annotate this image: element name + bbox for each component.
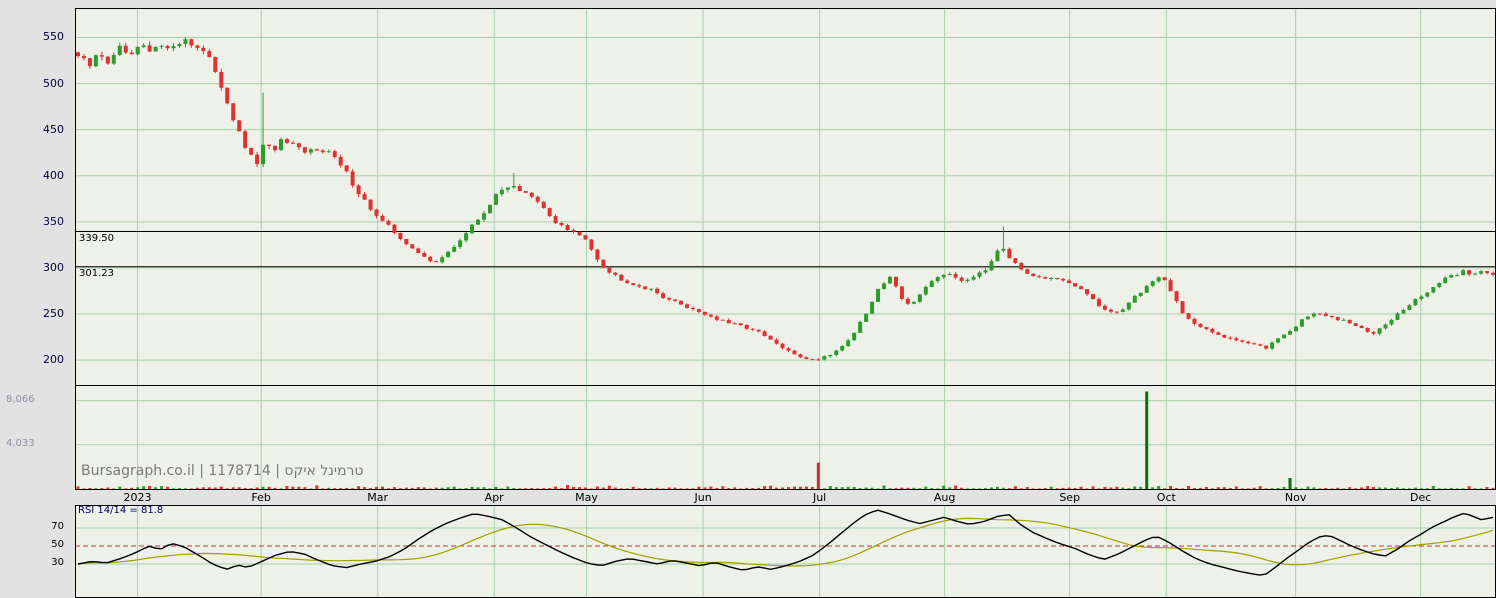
month-axis-tick: Jul xyxy=(812,491,827,504)
volume-axis-tick: 4,033 xyxy=(6,437,35,449)
volume-axis-tick: 8,066 xyxy=(6,393,35,405)
volume-series xyxy=(76,391,1495,490)
price-axis-tick: 250 xyxy=(43,307,64,321)
price-axis-tick: 350 xyxy=(43,214,64,228)
month-axis-tick: Apr xyxy=(484,491,504,504)
month-axis-tick: 2023 xyxy=(123,491,152,504)
price-axis-tick: 200 xyxy=(43,353,64,367)
price-volume-pane xyxy=(75,8,1496,490)
month-axis-tick: Dec xyxy=(1410,491,1432,504)
rsi-axis-tick: 50 xyxy=(51,539,64,550)
price-line-label: 339.50 xyxy=(79,232,114,244)
rsi-pane xyxy=(75,505,1496,597)
month-axis-tick: Feb xyxy=(251,491,271,504)
price-axis-tick: 450 xyxy=(43,122,64,136)
price-axis-tick: 500 xyxy=(43,76,64,90)
month-axis-tick: Sep xyxy=(1059,491,1081,504)
rsi-indicator-label: RSI 14/14 = 81.8 xyxy=(78,505,164,516)
watermark-text: Bursagraph.co.il | 1178714 | טרמינל איקס xyxy=(81,463,364,479)
price-axis-tick: 400 xyxy=(43,168,64,182)
month-axis-tick: Nov xyxy=(1284,491,1307,504)
month-axis-tick: Aug xyxy=(933,491,956,504)
price-line-label: 301.23 xyxy=(79,267,114,279)
month-axis-tick: May xyxy=(575,491,598,504)
candlestick-series xyxy=(75,37,1496,361)
month-axis-tick: Jun xyxy=(694,491,712,504)
price-axis-tick: 550 xyxy=(43,30,64,44)
price-axis-tick: 300 xyxy=(43,260,64,274)
rsi-axis-tick: 30 xyxy=(51,557,64,568)
month-axis-tick: Oct xyxy=(1156,491,1176,504)
rsi-line xyxy=(77,509,1494,576)
rsi-axis-tick: 70 xyxy=(51,521,64,532)
month-axis-tick: Mar xyxy=(367,491,389,504)
